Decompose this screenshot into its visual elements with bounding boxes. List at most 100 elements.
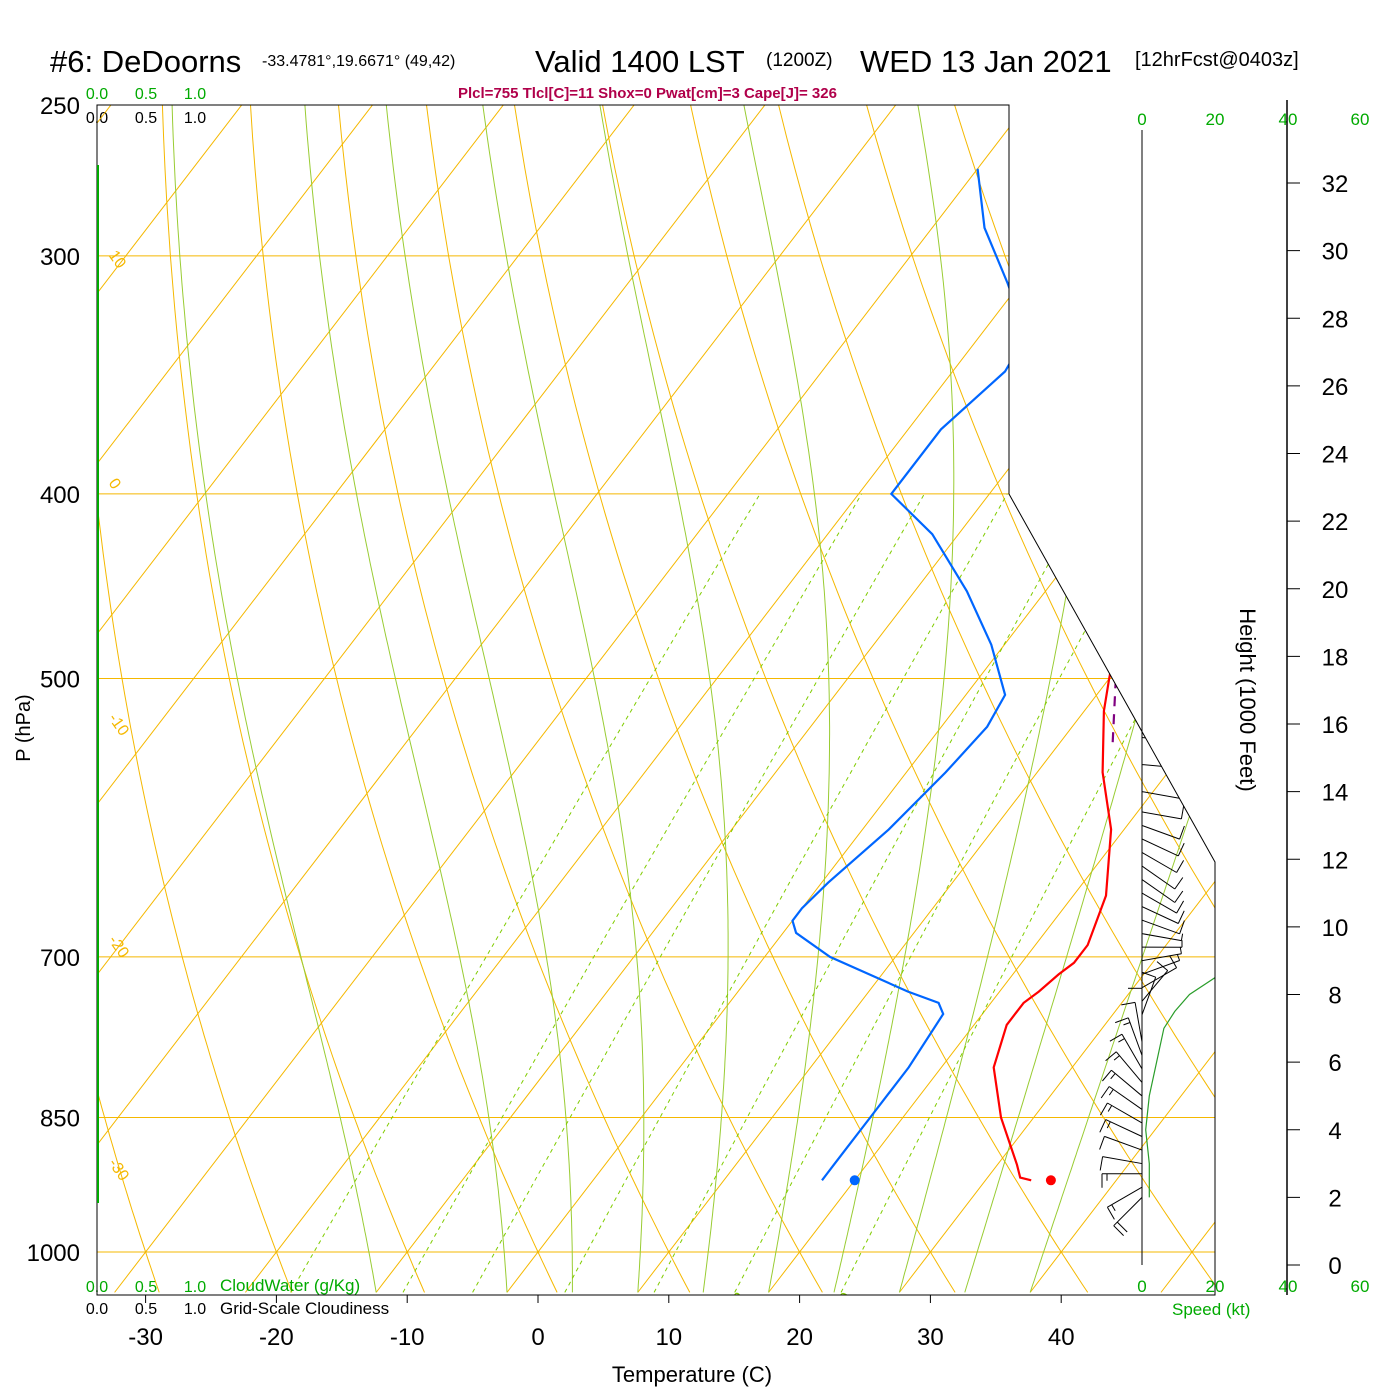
height-tick-label: 28 (1322, 306, 1349, 333)
height-tick-label: 26 (1322, 374, 1349, 401)
cloudiness-tick-label: 1.0 (184, 110, 206, 127)
dry-adiabat (683, 105, 1215, 1293)
dry-adiabat (1205, 105, 1215, 1293)
isotherm-line (97, 105, 792, 1293)
cloudiness-tick-label: 0.5 (135, 110, 157, 127)
wind-barb-half (1107, 1105, 1113, 1112)
isotherm-line (899, 105, 1215, 1293)
cloud-water-tick-label: 0.0 (86, 86, 108, 103)
wind-speed-tick-label: 0 (1137, 1277, 1146, 1296)
wind-barb-half (1176, 242, 1179, 250)
wind-barb-flag (1115, 1017, 1129, 1024)
wind-barb-flag (1179, 595, 1185, 610)
height-tick-label: 16 (1322, 712, 1349, 739)
isotherm-label: 20 (1107, 634, 1142, 669)
wind-barb-shaft (1141, 480, 1182, 488)
wind-barb-shaft (1141, 919, 1180, 935)
wind-barb-flag (1099, 1156, 1104, 1171)
wind-barb-shaft (1105, 1119, 1143, 1137)
wind-barb-shaft (1111, 1069, 1143, 1097)
wind-barb-flag (1179, 920, 1185, 934)
height-tick-label: 22 (1322, 509, 1349, 536)
pressure-tick-label: 700 (40, 945, 80, 972)
temperature-tick-label: 30 (917, 1324, 944, 1351)
wind-barb-shaft (1141, 737, 1182, 742)
mixing-ratio-label: 12 (725, 1290, 749, 1314)
cloud-water-tick-label: 0.5 (135, 86, 157, 103)
pressure-tick-label: 400 (40, 482, 80, 509)
isotherms (97, 105, 1215, 1293)
pressure-tick-label: 300 (40, 244, 80, 271)
height-tick-label: 24 (1322, 442, 1349, 469)
height-tick-label: 2 (1328, 1185, 1341, 1212)
cloud-water-tick-label: 0.5 (135, 1279, 157, 1296)
wind-barb-shaft (1141, 933, 1182, 942)
wind-barb-flag (1177, 910, 1185, 924)
mixing-ratio-line (653, 493, 1088, 1293)
temperature-tick-label: 0 (531, 1324, 544, 1351)
dry-adiabat (97, 105, 160, 1293)
wind-barb-shaft (1104, 1135, 1143, 1151)
wind-barb-half (1113, 1055, 1120, 1061)
dry-adiabat (770, 105, 1215, 1293)
isotherm-label: 10 (1039, 511, 1074, 546)
wind-barb-half (1180, 933, 1184, 941)
moist-adiabats (170, 105, 1215, 1293)
wind-barb-half (1108, 1089, 1114, 1096)
wind-barb-shaft (1115, 1051, 1143, 1083)
wind-barb-shaft (1107, 1186, 1143, 1208)
wind-barb-flag (1177, 842, 1185, 857)
surface-dewpoint-dot (849, 1175, 860, 1186)
station-coords: -33.4781°,19.6671° (49,42) (262, 53, 455, 70)
forecast-info: [12hrFcst@0403z] (1135, 49, 1299, 71)
wind-speed-tick-label: 40 (1279, 110, 1298, 129)
wind-barb-flag (1100, 1086, 1110, 1099)
wind-barb-half (1106, 1121, 1111, 1129)
isotherm-line (506, 105, 1215, 1293)
moist-adiabat (736, 105, 831, 1293)
isotherm-line (1029, 105, 1215, 1293)
cloudiness-tick-label: 0.0 (86, 1301, 108, 1318)
wind-barb-shaft (1141, 967, 1177, 989)
height-tick-label: 4 (1328, 1118, 1341, 1145)
cloudiness-tick-label: 1.0 (184, 1301, 206, 1318)
wind-speed-tick-label: 60 (1351, 110, 1370, 129)
wind-speed-tick-label: 60 (1351, 1277, 1370, 1296)
wind-speed-tick-label: 20 (1206, 110, 1225, 129)
isotherm-line (245, 105, 1184, 1293)
temperature-tick-label: 10 (655, 1324, 682, 1351)
isotherm-line (97, 105, 661, 1293)
x-axis-label: Temperature (C) (612, 1362, 772, 1387)
isotherm-label: 30 (1175, 751, 1210, 786)
wind-speed-tick-label: 0 (1137, 110, 1146, 129)
dry-adiabat (97, 105, 293, 1293)
isotherm-line (97, 105, 269, 1293)
isotherm-line (114, 105, 1053, 1293)
temperature-tick-label: -10 (390, 1324, 425, 1351)
pressure-ticks: 250 300 400 500 700 850 1000 (27, 93, 80, 1267)
height-tick-label: 6 (1328, 1050, 1341, 1077)
wind-barb-flag (1169, 955, 1178, 968)
dry-adiabats (97, 105, 1215, 1293)
cloudiness-label: Grid-Scale Cloudiness (220, 1299, 389, 1318)
height-axis-label: Height (1000 Feet) (1235, 608, 1260, 791)
height-tick-label: 20 (1322, 577, 1349, 604)
height-tick-label: 30 (1322, 239, 1349, 266)
height-tick-label: 12 (1322, 847, 1349, 874)
wind-barb-shaft (1141, 865, 1176, 890)
moist-adiabat (593, 105, 729, 1293)
wind-barb-half (1179, 534, 1183, 542)
temperature-tick-label: 40 (1048, 1324, 1075, 1351)
wind-barb-shaft (1141, 595, 1180, 610)
mixing-ratio-label: 20 (831, 1290, 855, 1314)
cloud-water-tick-label: 1.0 (184, 1279, 206, 1296)
moist-adiabat (898, 105, 1109, 1293)
height-tick-label: 10 (1322, 915, 1349, 942)
height-tick-label: 14 (1322, 780, 1349, 807)
surface-temp-dot (1045, 1175, 1056, 1186)
isotherm-line (637, 105, 1215, 1293)
dry-adiabat (596, 105, 1089, 1293)
